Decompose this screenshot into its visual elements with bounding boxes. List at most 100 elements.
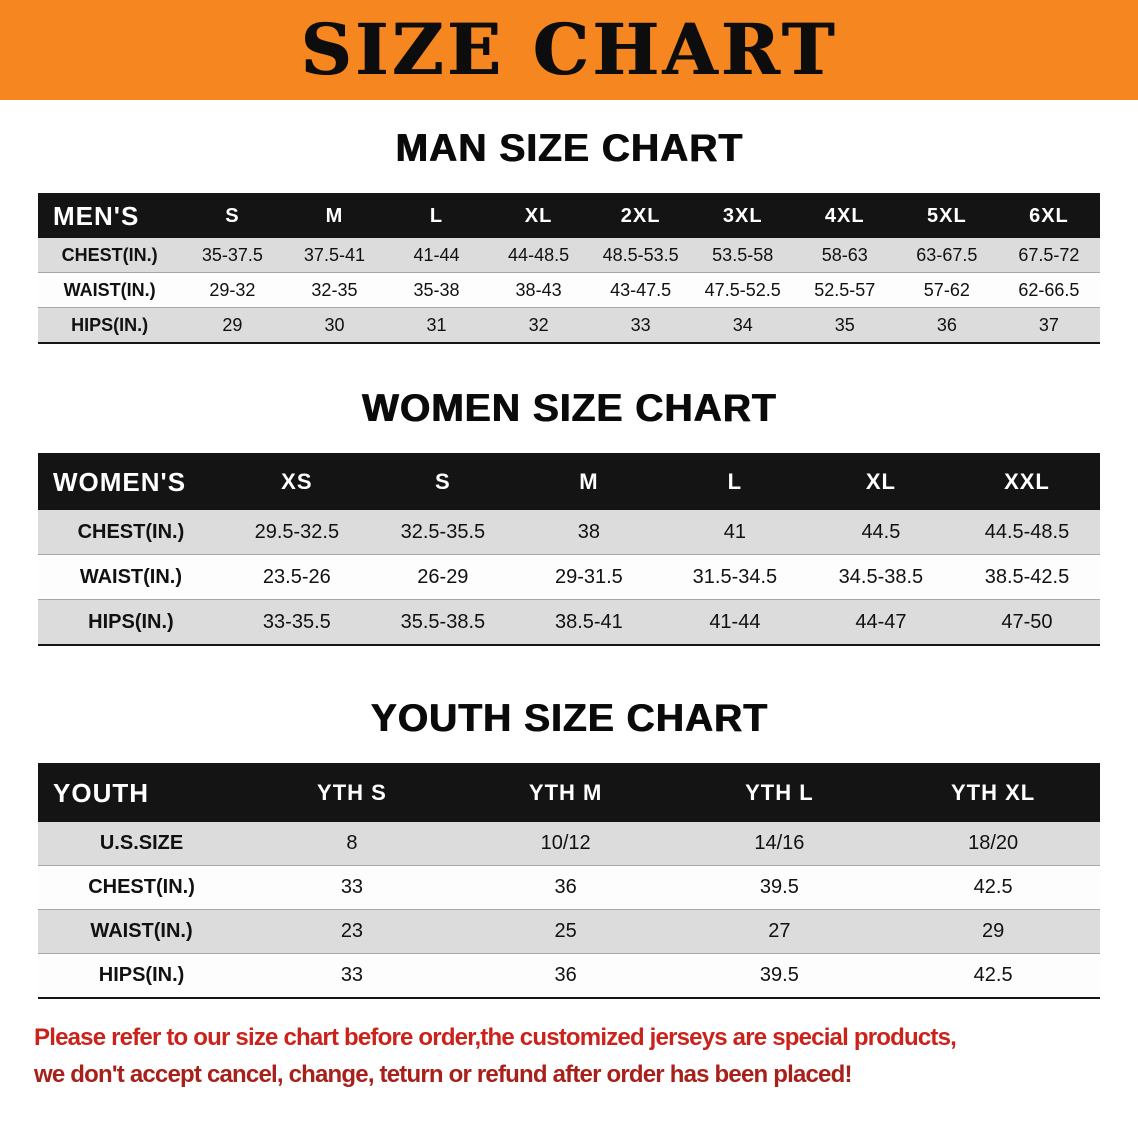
youth-corner-header: YOUTH: [53, 777, 149, 808]
size-cell: 42.5: [886, 865, 1100, 911]
size-cell: 31: [426, 314, 447, 335]
notice-line-2: we don't accept cancel, change, teturn o…: [34, 1060, 852, 1088]
size-cell: 47.5-52.5: [691, 272, 794, 309]
size-cell: 41-44: [385, 237, 488, 274]
size-cell: 23.5-26: [223, 554, 370, 601]
size-cell: 10/12: [458, 821, 673, 867]
youth-section-heading: YOUTH SIZE CHART: [370, 696, 768, 740]
size-cell: 25: [458, 909, 673, 955]
size-column-header: L: [727, 469, 743, 495]
size-cell: 35: [834, 314, 855, 335]
size-cell: 44-47: [855, 610, 907, 633]
table-header-row: YOUTH YTH S YTH M YTH L YTH XL: [38, 763, 1100, 822]
table-row: CHEST(IN.) 29.5-32.5 32.5-35.5 38 41 44.5 44.5…: [38, 509, 1100, 556]
table-row: HIPS(IN.) 33-35.5 35.5-38.5 38.5-41 41-44 44-…: [38, 599, 1100, 645]
table-row: WAIST(IN.) 29-32 32-35 35-38 38-43 43-47.5 47.…: [38, 272, 1100, 309]
size-column-header: L: [429, 204, 444, 227]
size-cell: 44.5-48.5: [953, 509, 1100, 556]
table-row: U.S.SIZE 8 10/12 14/16 18/20: [38, 821, 1100, 867]
row-label: WAIST(IN.): [38, 909, 246, 955]
row-label: U.S.SIZE: [38, 821, 246, 867]
size-cell: 29: [222, 314, 243, 335]
size-cell: 38-43: [487, 272, 590, 309]
page-title: SIZE CHART: [300, 8, 838, 91]
size-column-header: M: [579, 469, 599, 495]
row-label: WAIST(IN.): [38, 272, 182, 309]
table-header-row: WOMEN'S XS S M L XL XXL: [38, 453, 1100, 510]
row-label: CHEST(IN.): [38, 509, 224, 556]
women-section-heading: WOMEN SIZE CHART: [361, 386, 777, 430]
size-cell: 35-37.5: [181, 237, 284, 274]
banner: SIZE CHART: [0, 0, 1138, 100]
footer-notice: Please refer to our size chart before or…: [34, 1019, 1104, 1093]
size-cell: 14/16: [672, 821, 887, 867]
size-cell: 44.5: [807, 509, 954, 556]
size-column-header: XL: [865, 469, 896, 495]
table-row: CHEST(IN.) 35-37.5 37.5-41 41-44 44-48.5 48.5…: [38, 237, 1100, 274]
size-cell: 29-32: [181, 272, 284, 309]
table-header-row: MEN'S S M L XL 2XL 3XL 4XL 5XL 6XL: [38, 193, 1100, 238]
table-row: HIPS(IN.) 33 36 39.5 42.5: [38, 953, 1100, 998]
size-cell: 37.5-41: [283, 237, 386, 274]
size-cell: 57-62: [895, 272, 998, 309]
size-cell: 47-50: [1001, 610, 1053, 633]
size-cell: 36: [554, 963, 577, 986]
size-column-header: 4XL: [824, 204, 865, 227]
size-cell: 27: [672, 909, 887, 955]
size-column-header: 5XL: [926, 204, 967, 227]
row-label: HIPS(IN.): [71, 314, 149, 335]
size-cell: 62-66.5: [997, 272, 1100, 309]
sections-container: MAN SIZE CHART MEN'S S M L XL 2XL 3XL 4XL 5XL 6XL C…: [0, 127, 1138, 999]
size-cell: 42.5: [973, 963, 1013, 986]
size-cell: 38.5-41: [554, 610, 623, 633]
size-column-header: 6XL: [1029, 204, 1069, 227]
men-size-section: MAN SIZE CHART MEN'S S M L XL 2XL 3XL 4XL 5XL 6XL C…: [38, 127, 1100, 344]
size-cell: 63-67.5: [895, 237, 998, 274]
size-cell: 34.5-38.5: [807, 554, 954, 601]
size-column-header: YTH M: [528, 780, 603, 806]
size-cell: 33-35.5: [262, 610, 331, 633]
size-cell: 32-35: [283, 272, 386, 309]
size-column-header: 2XL: [620, 204, 661, 227]
size-cell: 44-48.5: [487, 237, 590, 274]
size-cell: 33: [340, 963, 364, 986]
youth-size-table: YOUTH YTH S YTH M YTH L YTH XL U.S.SIZE 8 10/12…: [38, 762, 1100, 999]
size-cell: 36: [936, 314, 957, 335]
size-column-header: XL: [524, 204, 553, 227]
size-cell: 39.5: [759, 963, 799, 986]
size-cell: 29-31.5: [515, 554, 662, 601]
size-cell: 33: [630, 314, 651, 335]
size-cell: 36: [458, 865, 673, 911]
row-label: HIPS(IN.): [98, 963, 185, 986]
size-cell: 52.5-57: [793, 272, 896, 309]
size-cell: 38.5-42.5: [953, 554, 1100, 601]
table-row: CHEST(IN.) 33 36 39.5 42.5: [38, 865, 1100, 911]
size-cell: 38: [515, 509, 662, 556]
size-cell: 58-63: [793, 237, 896, 274]
size-cell: 39.5: [672, 865, 887, 911]
size-column-header: XXL: [1004, 469, 1050, 495]
size-cell: 35-38: [385, 272, 488, 309]
size-cell: 29.5-32.5: [223, 509, 370, 556]
table-row: HIPS(IN.) 29 30 31 32 33 34 35 36 37: [38, 307, 1100, 343]
size-column-header: 3XL: [722, 204, 763, 227]
youth-size-section: YOUTH SIZE CHART YOUTH YTH S YTH M YTH L YTH …: [38, 696, 1100, 999]
size-cell: 37: [1038, 314, 1059, 335]
size-cell: 32: [528, 314, 549, 335]
size-column-header: XS: [281, 469, 313, 495]
row-label: CHEST(IN.): [38, 237, 182, 274]
size-cell: 34: [732, 314, 753, 335]
size-cell: 29: [886, 909, 1100, 955]
size-cell: 41-44: [709, 610, 761, 633]
size-column-header: M: [325, 204, 344, 227]
size-cell: 43-47.5: [589, 272, 692, 309]
size-cell: 35.5-38.5: [400, 610, 486, 633]
size-cell: 8: [245, 821, 459, 867]
size-cell: 48.5-53.5: [589, 237, 692, 274]
size-cell: 33: [245, 865, 459, 911]
size-cell: 30: [324, 314, 345, 335]
notice-line-1: Please refer to our size chart before or…: [34, 1023, 957, 1051]
men-section-heading: MAN SIZE CHART: [395, 127, 743, 170]
size-column-header: YTH S: [317, 780, 387, 806]
